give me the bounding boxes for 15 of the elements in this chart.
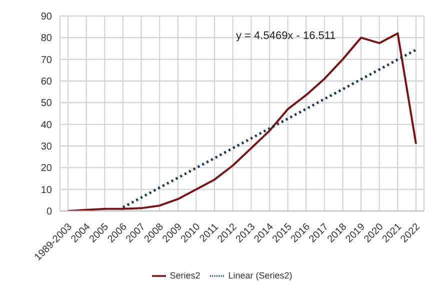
y-tick-label: 80 bbox=[40, 33, 52, 44]
y-tick-label: 60 bbox=[40, 76, 52, 88]
line-series bbox=[67, 32, 417, 211]
y-tick-label: 10 bbox=[40, 184, 52, 196]
y-tick-label: 30 bbox=[40, 142, 52, 153]
line-series bbox=[122, 48, 418, 209]
y-tick-label: 40 bbox=[40, 120, 52, 131]
y-tick-label: 0 bbox=[46, 206, 52, 218]
legend-label: Linear (Series2) bbox=[228, 270, 292, 280]
y-tick-label: 20 bbox=[40, 163, 52, 174]
annotation: y = 4.5469x - 16.511 bbox=[236, 30, 336, 42]
legend-label: Series2 bbox=[170, 270, 200, 280]
y-tick-label: 90 bbox=[40, 12, 52, 23]
y-tick-label: 70 bbox=[40, 54, 52, 66]
y-tick-label: 50 bbox=[40, 98, 52, 110]
